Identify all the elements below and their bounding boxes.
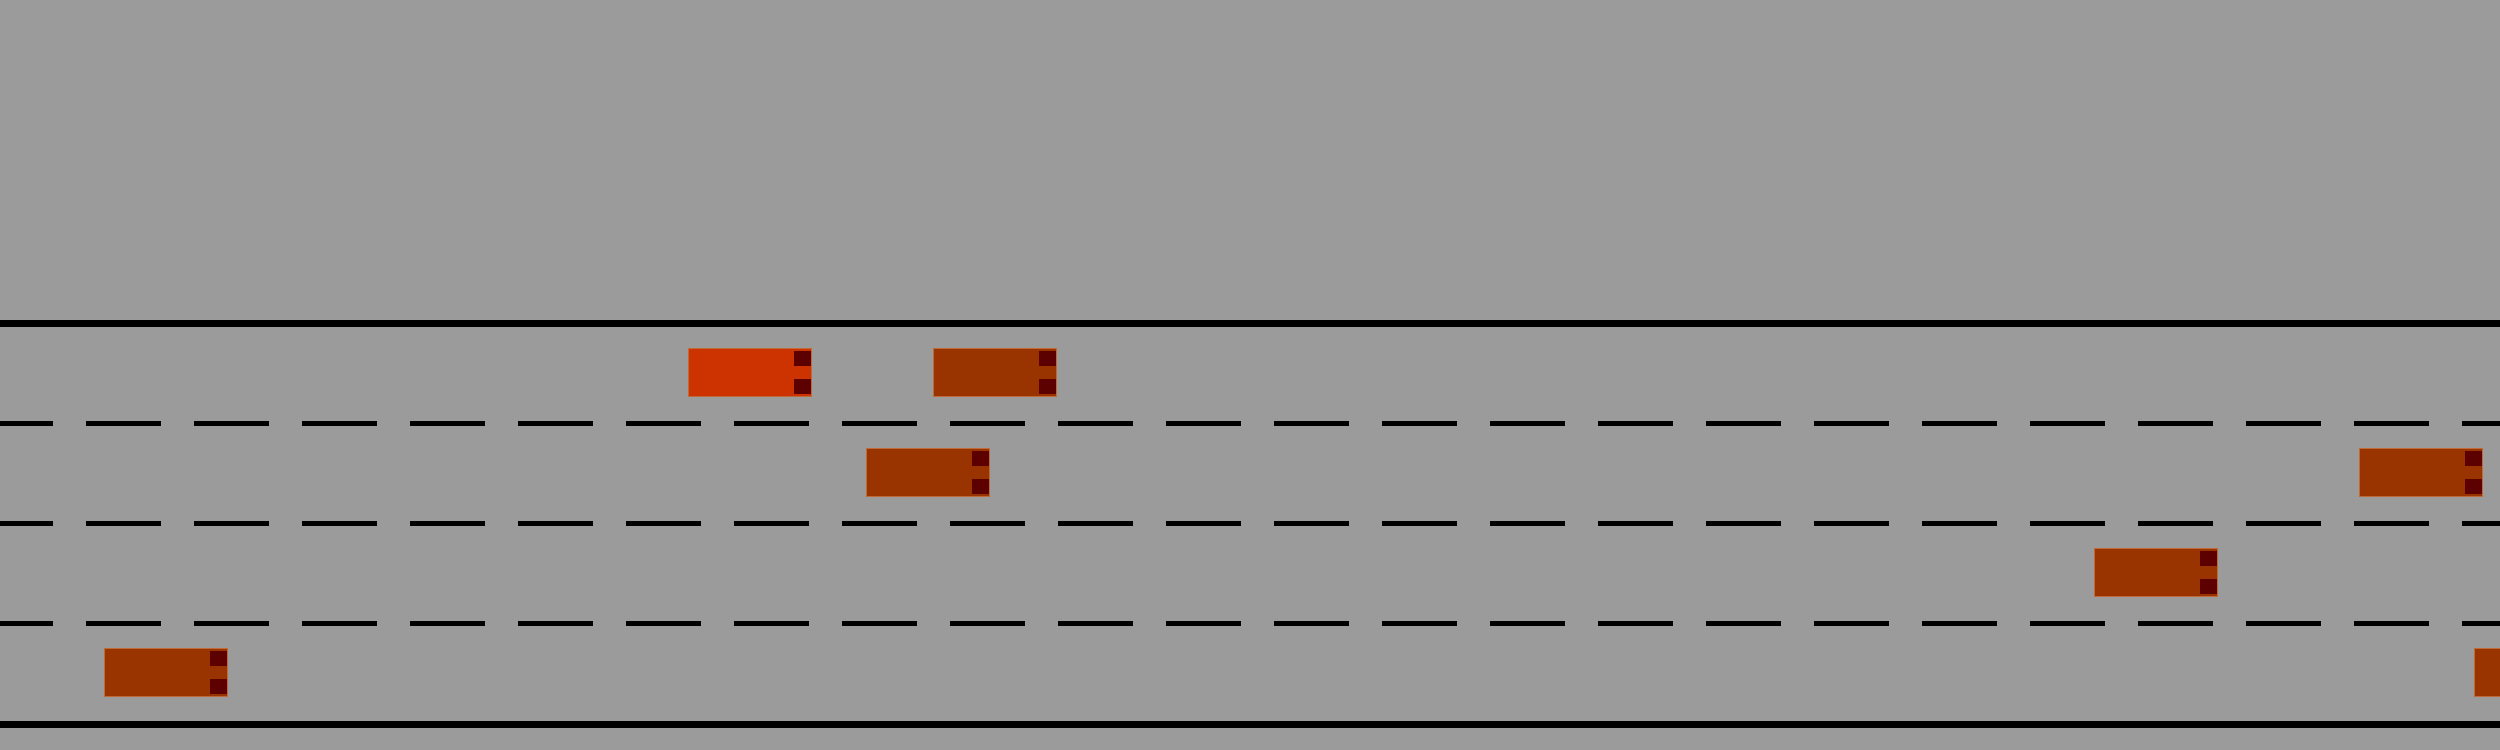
tail-light-icon (794, 351, 811, 366)
tail-light-icon (2200, 579, 2217, 594)
tail-light-icon (210, 679, 227, 694)
tail-light-icon (210, 651, 227, 666)
vehicle-3 (2359, 448, 2483, 497)
rear-stripe (794, 369, 811, 376)
tail-light-icon (794, 379, 811, 394)
lane-divider-1 (0, 421, 2500, 426)
road-bottom-edge (0, 721, 2500, 728)
tail-light-icon (972, 451, 989, 466)
vehicle-5 (104, 648, 228, 697)
tail-light-icon (2465, 451, 2482, 466)
tail-light-icon (1039, 379, 1056, 394)
tail-light-icon (2465, 479, 2482, 494)
rear-stripe (2200, 569, 2217, 576)
lane-divider-2 (0, 521, 2500, 526)
rear-stripe (972, 469, 989, 476)
road-top-edge (0, 320, 2500, 327)
tail-light-icon (2200, 551, 2217, 566)
vehicle-4 (2094, 548, 2218, 597)
lane-divider-3 (0, 621, 2500, 626)
rear-stripe (1039, 369, 1056, 376)
vehicle-1 (933, 348, 1057, 397)
tail-light-icon (972, 479, 989, 494)
vehicle-6 (2474, 648, 2500, 697)
rear-stripe (210, 669, 227, 676)
ego-car (688, 348, 812, 397)
tail-light-icon (1039, 351, 1056, 366)
vehicle-2 (866, 448, 990, 497)
rear-stripe (2465, 469, 2482, 476)
